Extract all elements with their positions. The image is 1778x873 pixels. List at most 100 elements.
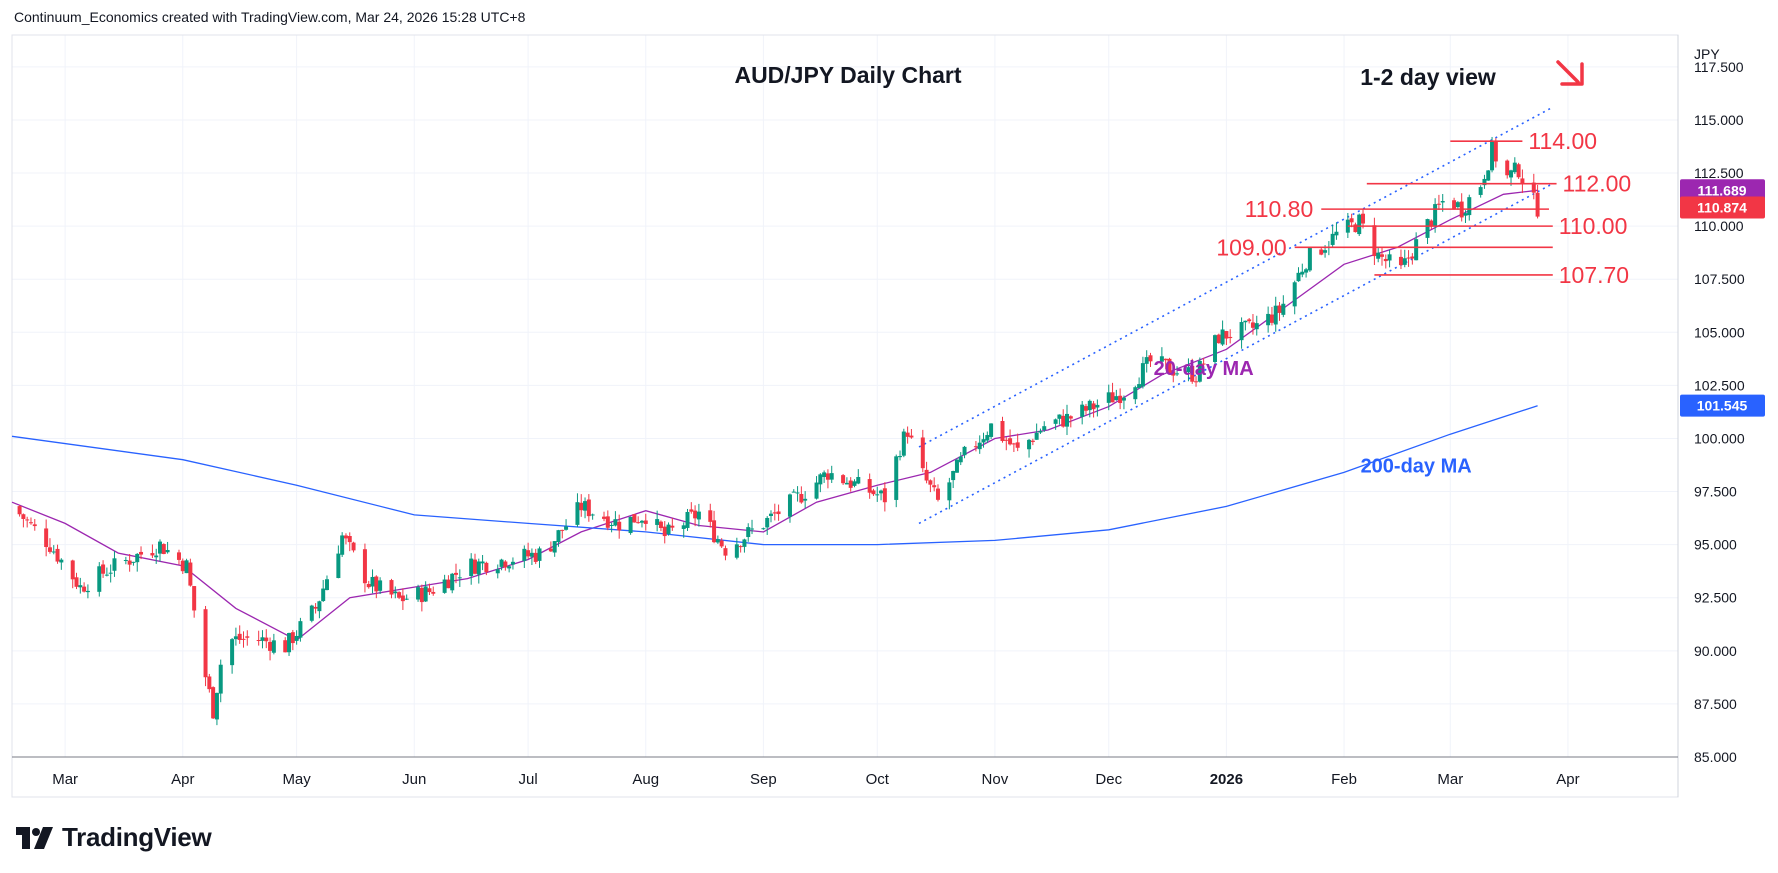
candle[interactable] [21, 513, 26, 528]
candle-body[interactable] [989, 423, 994, 437]
candle[interactable] [1467, 194, 1472, 221]
candle[interactable] [867, 473, 872, 499]
candle[interactable] [230, 637, 235, 674]
candle-body[interactable] [184, 560, 189, 574]
candle[interactable] [655, 510, 660, 532]
candle[interactable] [1361, 208, 1366, 229]
candle-body[interactable] [791, 491, 796, 493]
candle-body[interactable] [1008, 438, 1013, 445]
candle[interactable] [457, 569, 462, 587]
candle[interactable] [772, 503, 777, 521]
candle[interactable] [1490, 136, 1495, 173]
candle[interactable] [639, 519, 644, 528]
candle-body[interactable] [294, 635, 299, 641]
candle-body[interactable] [214, 692, 219, 720]
candle-body[interactable] [1216, 334, 1221, 344]
candle[interactable] [879, 489, 884, 501]
candle-body[interactable] [1197, 360, 1202, 382]
candle-body[interactable] [636, 522, 641, 524]
candle-body[interactable] [1194, 381, 1199, 383]
candle-body[interactable] [844, 482, 849, 485]
candle-body[interactable] [1224, 331, 1229, 339]
candle[interactable] [526, 542, 531, 559]
candle-body[interactable] [1452, 200, 1457, 209]
candle-body[interactable] [932, 485, 937, 488]
candle[interactable] [1247, 318, 1252, 324]
candle[interactable] [954, 458, 959, 473]
candle[interactable] [1398, 249, 1403, 270]
candle-body[interactable] [1281, 303, 1286, 315]
candle[interactable] [370, 569, 375, 594]
candle-body[interactable] [848, 480, 853, 488]
candle[interactable] [237, 625, 242, 644]
candle-body[interactable] [507, 566, 512, 569]
candle[interactable] [469, 553, 474, 585]
candle-body[interactable] [951, 471, 956, 481]
candle[interactable] [510, 557, 515, 570]
candle-body[interactable] [1361, 213, 1366, 224]
candle-body[interactable] [1436, 203, 1441, 205]
candle-body[interactable] [552, 541, 557, 553]
candle[interactable] [935, 484, 940, 502]
candle[interactable] [564, 519, 569, 531]
candle-body[interactable] [1490, 140, 1495, 171]
candle-body[interactable] [233, 636, 238, 640]
candle-body[interactable] [617, 521, 622, 531]
candle-body[interactable] [476, 561, 481, 575]
candle[interactable] [685, 508, 690, 531]
candle-body[interactable] [139, 551, 144, 555]
candle[interactable] [1053, 418, 1058, 430]
candle-body[interactable] [533, 552, 538, 562]
candle[interactable] [362, 543, 367, 593]
candle-body[interactable] [639, 520, 644, 523]
candle-body[interactable] [954, 459, 959, 473]
candle-body[interactable] [920, 437, 925, 469]
candle-body[interactable] [738, 546, 743, 548]
candle[interactable] [928, 479, 933, 493]
candle-body[interactable] [1144, 357, 1149, 364]
candle-body[interactable] [290, 632, 295, 644]
candle-body[interactable] [742, 539, 747, 547]
candle[interactable] [529, 548, 534, 565]
candle-body[interactable] [1171, 371, 1176, 376]
candle[interactable] [108, 564, 113, 583]
candle[interactable] [719, 538, 724, 548]
candle[interactable] [184, 558, 189, 574]
candle[interactable] [1425, 218, 1430, 244]
candle[interactable] [347, 532, 352, 552]
candle-body[interactable] [1467, 197, 1472, 216]
candle[interactable] [1353, 222, 1358, 233]
candle[interactable] [1083, 403, 1088, 415]
candle-body[interactable] [693, 510, 698, 519]
candle-body[interactable] [55, 548, 60, 562]
candle[interactable] [139, 546, 144, 560]
candle[interactable] [1144, 350, 1149, 373]
candle[interactable] [154, 548, 159, 564]
candle[interactable] [871, 488, 876, 496]
candle-body[interactable] [1357, 214, 1362, 235]
candle-body[interactable] [82, 586, 87, 592]
candle-body[interactable] [526, 550, 531, 557]
candle-body[interactable] [1114, 396, 1119, 401]
candle[interactable] [1121, 395, 1126, 410]
candle[interactable] [1008, 429, 1013, 446]
candle[interactable] [1372, 217, 1377, 265]
candle[interactable] [844, 477, 849, 485]
candle-body[interactable] [1277, 305, 1282, 313]
candle-body[interactable] [480, 561, 485, 564]
candle-body[interactable] [1520, 178, 1525, 184]
candle[interactable] [1137, 377, 1142, 389]
candle-body[interactable] [1027, 439, 1032, 450]
candle-body[interactable] [776, 511, 781, 515]
candle[interactable] [1114, 389, 1119, 401]
candle-body[interactable] [579, 502, 584, 511]
candle-body[interactable] [1505, 160, 1510, 176]
candle-body[interactable] [696, 511, 701, 520]
candle-body[interactable] [1482, 178, 1487, 186]
candle-body[interactable] [871, 490, 876, 495]
candle-body[interactable] [495, 569, 500, 574]
candle-body[interactable] [822, 472, 827, 478]
candle-body[interactable] [158, 541, 163, 554]
candle-body[interactable] [442, 579, 447, 593]
candle-body[interactable] [347, 536, 352, 543]
